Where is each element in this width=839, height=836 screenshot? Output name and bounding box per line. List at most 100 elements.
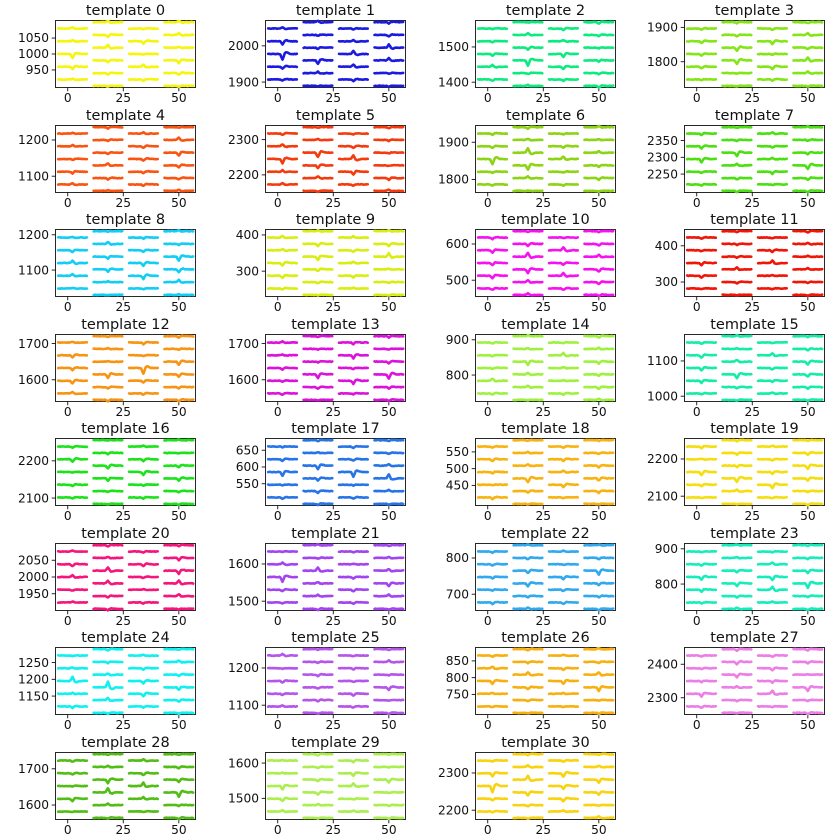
- waveform-trace: [56, 390, 89, 395]
- waveform-trace: [721, 333, 753, 338]
- subplot-title: template 16: [81, 421, 170, 437]
- axes-frame: [684, 647, 826, 715]
- waveform-trace: [163, 698, 195, 703]
- y-tick-label: 650: [235, 443, 258, 457]
- waveform-trace: [337, 653, 369, 658]
- waveform-trace: [511, 475, 544, 484]
- subplot-title: template 18: [501, 421, 590, 437]
- waveform-trace: [372, 777, 405, 784]
- waveform-trace: [302, 58, 334, 66]
- waveform-trace: [547, 235, 579, 240]
- waveform-trace: [337, 483, 369, 488]
- waveform-trace: [56, 38, 89, 44]
- waveform-trace: [372, 125, 405, 130]
- waveform-trace: [92, 43, 124, 50]
- waveform-trace: [163, 489, 195, 494]
- x-tick-label: 0: [64, 614, 72, 628]
- waveform-trace: [337, 758, 369, 764]
- waveform-trace: [92, 660, 124, 665]
- waveform-trace: [757, 549, 789, 554]
- y-tick-label: 1600: [18, 372, 49, 386]
- waveform-trace: [372, 488, 405, 493]
- x-tick-label: 0: [483, 196, 491, 210]
- waveform-trace: [163, 162, 195, 169]
- waveform-trace: [163, 84, 195, 88]
- waveform-trace: [372, 711, 405, 716]
- subplot-title: template 8: [86, 212, 165, 228]
- waveform-trace: [476, 600, 508, 605]
- waveform-trace: [582, 124, 614, 129]
- waveform-trace: [686, 248, 718, 253]
- waveform-trace: [266, 666, 298, 671]
- x-tick-label: 50: [171, 91, 187, 105]
- y-tick-label: 1050: [18, 31, 49, 45]
- waveform-trace: [92, 578, 124, 585]
- y-tick-label: 2400: [647, 657, 678, 671]
- waveform-trace: [582, 333, 614, 339]
- waveform-trace: [302, 228, 334, 233]
- waveform-trace: [792, 45, 824, 51]
- waveform-trace: [302, 188, 334, 193]
- waveform-trace: [302, 149, 334, 158]
- waveform-trace: [92, 801, 124, 807]
- x-tick-label: 50: [171, 196, 187, 210]
- y-tick-label: 1800: [647, 55, 678, 69]
- x-tick-label: 0: [693, 614, 701, 628]
- subplot-title: template 22: [501, 526, 590, 542]
- waveform-trace: [266, 495, 298, 501]
- waveform-trace: [127, 169, 160, 175]
- y-tick-label: 500: [445, 462, 468, 476]
- waveform-trace: [476, 273, 508, 280]
- subplot: template 9 300 400 0 25 50: [210, 209, 420, 314]
- waveform-trace: [372, 764, 405, 769]
- waveform-trace: [163, 242, 195, 247]
- waveform-trace: [757, 704, 789, 709]
- waveform-trace: [266, 574, 298, 583]
- waveform-trace: [547, 340, 579, 344]
- waveform-trace: [266, 560, 298, 566]
- waveform-trace: [686, 378, 718, 384]
- y-tick-label: 1500: [228, 594, 259, 608]
- waveform-trace: [511, 555, 544, 560]
- waveform-trace: [721, 463, 753, 469]
- waveform-trace: [792, 384, 824, 390]
- waveform-trace: [757, 365, 789, 371]
- waveform-trace: [476, 353, 508, 358]
- x-tick-label: 0: [64, 405, 72, 419]
- plot-area: template 6 1800 1900 0 25 50: [437, 108, 616, 210]
- x-tick-label: 50: [171, 614, 187, 628]
- waveform-trace: [547, 666, 579, 672]
- waveform-trace: [372, 473, 405, 481]
- waveform-trace: [792, 489, 824, 494]
- waveform-trace: [163, 438, 195, 442]
- y-tick-label: 2250: [647, 167, 678, 181]
- waveform-trace: [511, 438, 544, 443]
- waveform-trace: [792, 555, 824, 560]
- waveform-trace: [302, 476, 334, 482]
- waveform-trace: [372, 685, 405, 692]
- plot-area: template 21 1500 1600 0 25 50: [228, 526, 406, 628]
- waveform-trace: [582, 175, 614, 181]
- waveform-trace: [372, 815, 405, 820]
- y-tick-label: 800: [655, 577, 678, 591]
- waveform-trace: [511, 397, 544, 402]
- waveform-trace: [721, 358, 753, 364]
- waveform-trace: [582, 489, 614, 495]
- axes-frame: [684, 229, 826, 297]
- waveform-trace: [372, 163, 405, 167]
- waveform-trace: [757, 666, 789, 672]
- waveform-trace: [92, 555, 124, 560]
- y-tick-label: 750: [445, 688, 468, 702]
- waveform-trace: [127, 26, 160, 31]
- waveform-trace: [127, 260, 160, 268]
- subplot-title: template 9: [296, 212, 375, 228]
- waveform-trace: [56, 130, 89, 135]
- waveform-trace: [92, 293, 124, 297]
- x-tick-label: 25: [745, 614, 761, 628]
- waveform-trace: [337, 286, 369, 291]
- waveform-trace: [476, 457, 508, 463]
- subplot-title: template 10: [501, 212, 590, 228]
- subplot: template 13 1600 1700 0 25 50: [210, 314, 420, 419]
- waveform-trace: [547, 365, 579, 370]
